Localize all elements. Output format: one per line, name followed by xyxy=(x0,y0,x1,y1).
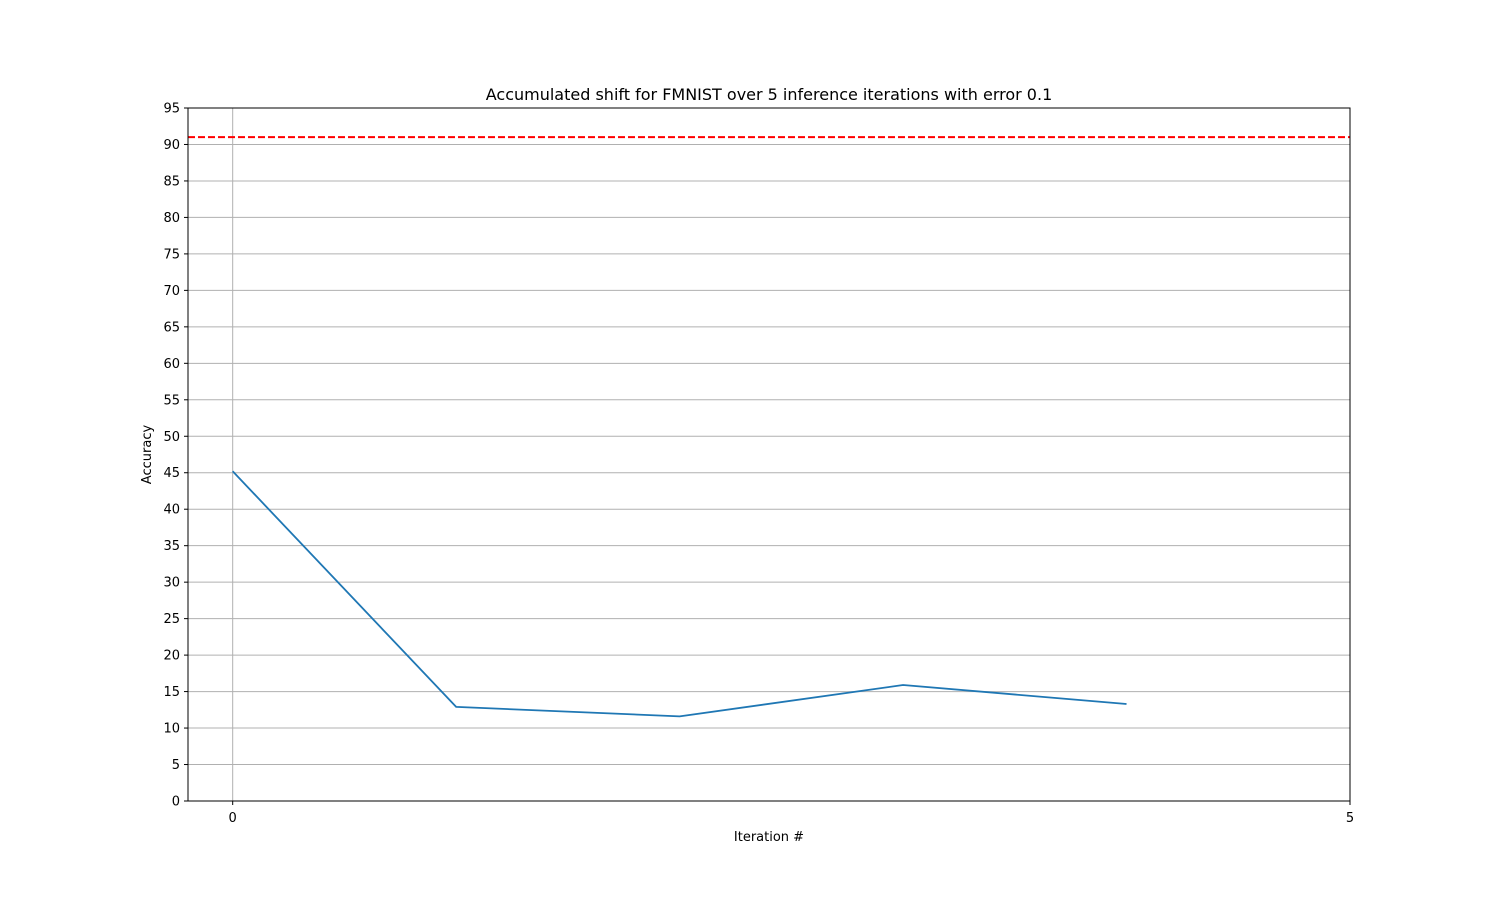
y-tick-label: 65 xyxy=(163,320,180,335)
y-tick-label: 75 xyxy=(163,247,180,262)
y-tick-label: 0 xyxy=(172,795,180,810)
y-tick-label: 60 xyxy=(163,357,180,372)
x-tick-label: 5 xyxy=(1346,811,1354,826)
y-tick-label: 35 xyxy=(163,539,180,554)
y-tick-label: 15 xyxy=(163,685,180,700)
x-axis-label: Iteration # xyxy=(734,830,804,845)
y-tick-label: 20 xyxy=(163,649,180,664)
chart-title: Accumulated shift for FMNIST over 5 infe… xyxy=(486,85,1053,104)
y-tick-label: 5 xyxy=(172,758,180,773)
y-tick-label: 55 xyxy=(163,393,180,408)
series xyxy=(232,470,1127,718)
y-tick-label: 90 xyxy=(163,138,180,153)
ticks: 0 5 10 15 20 25 30 35 40 45 50 55 60 65 70 75 80 85 90 95 0 5 xyxy=(163,102,1354,827)
y-tick-label: 10 xyxy=(163,722,180,737)
y-axis-label: Accuracy xyxy=(140,425,155,485)
y-tick-label: 25 xyxy=(163,612,180,627)
y-tick-label: 95 xyxy=(163,102,180,117)
y-tick-label: 70 xyxy=(163,284,180,299)
y-tick-label: 30 xyxy=(163,576,180,591)
y-tick-label: 40 xyxy=(163,503,180,518)
y-tick-label: 45 xyxy=(163,466,180,481)
series-line xyxy=(232,470,1127,718)
y-tick-label: 50 xyxy=(163,430,180,445)
y-tick-label: 80 xyxy=(163,211,180,226)
plot-frame xyxy=(187,107,1351,802)
x-tick-label: 0 xyxy=(229,811,237,826)
y-tick-label: 85 xyxy=(163,174,180,189)
